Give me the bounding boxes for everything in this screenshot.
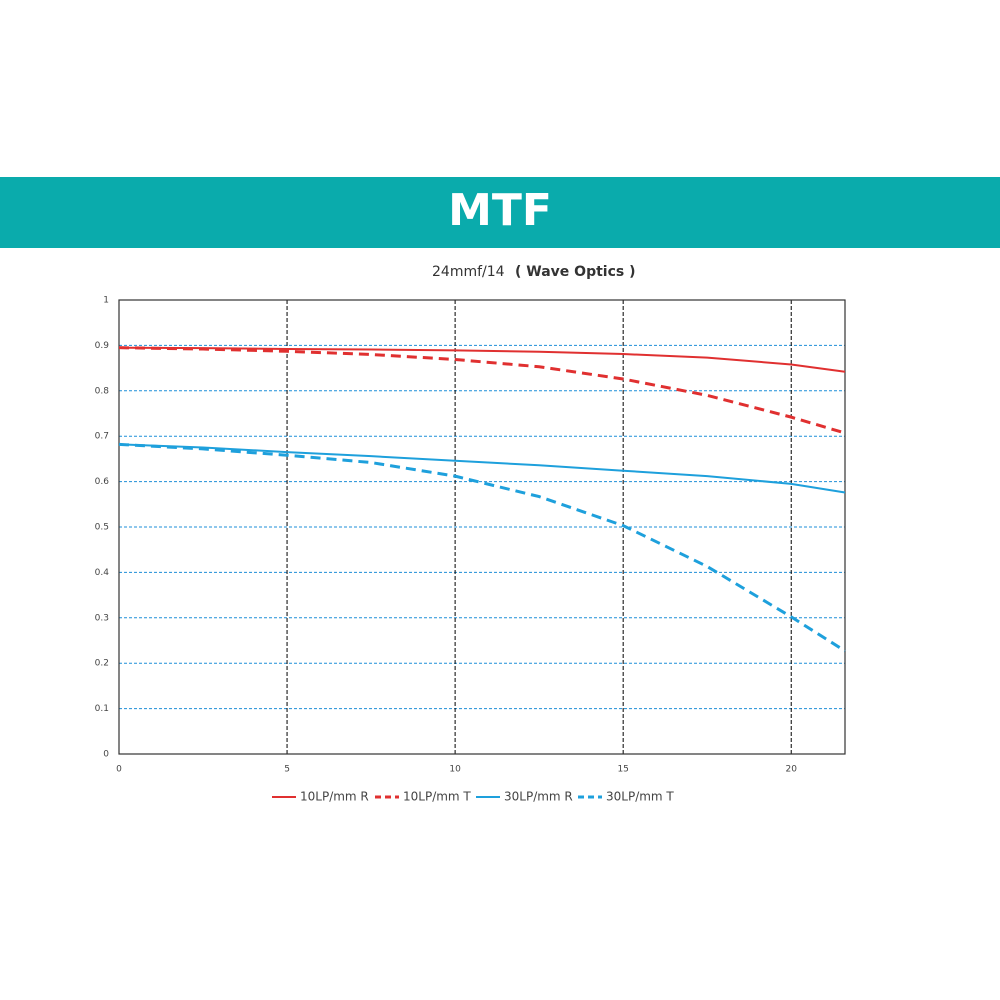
series-line (118, 346, 846, 373)
chart-subtitle: 24mmf/14 ( Wave Optics ) (432, 264, 636, 280)
legend-label: 10LP/mm R (300, 790, 369, 804)
y-tick-label: 0.5 (95, 523, 109, 533)
x-tick-label: 0 (116, 765, 122, 775)
title-banner (0, 177, 1000, 248)
y-tick-label: 1 (103, 296, 109, 306)
y-tick-label: 0.1 (95, 704, 109, 714)
subtitle-text: 24mmf/14 (432, 264, 505, 280)
legend-label: 30LP/mm R (504, 790, 573, 804)
x-tick-label: 5 (284, 765, 290, 775)
y-tick-label: 0.9 (95, 341, 110, 351)
x-tick-label: 20 (785, 765, 797, 775)
series-line (118, 443, 846, 494)
legend-label: 30LP/mm T (606, 790, 674, 804)
series-line (118, 442, 846, 653)
x-tick-label: 10 (449, 765, 461, 775)
x-tick-label: 15 (617, 765, 628, 775)
y-tick-label: 0.6 (95, 477, 110, 487)
y-tick-label: 0.7 (95, 432, 109, 442)
y-tick-label: 0 (103, 750, 109, 760)
y-tick-label: 0.2 (95, 659, 109, 669)
y-tick-label: 0.4 (95, 568, 110, 578)
chart-title: MTF (448, 185, 552, 236)
legend-label: 10LP/mm T (403, 790, 471, 804)
y-tick-label: 0.8 (95, 386, 110, 396)
plot-frame (118, 299, 846, 755)
subtitle-emphasis: ( Wave Optics ) (515, 264, 635, 280)
y-tick-label: 0.3 (95, 613, 109, 623)
